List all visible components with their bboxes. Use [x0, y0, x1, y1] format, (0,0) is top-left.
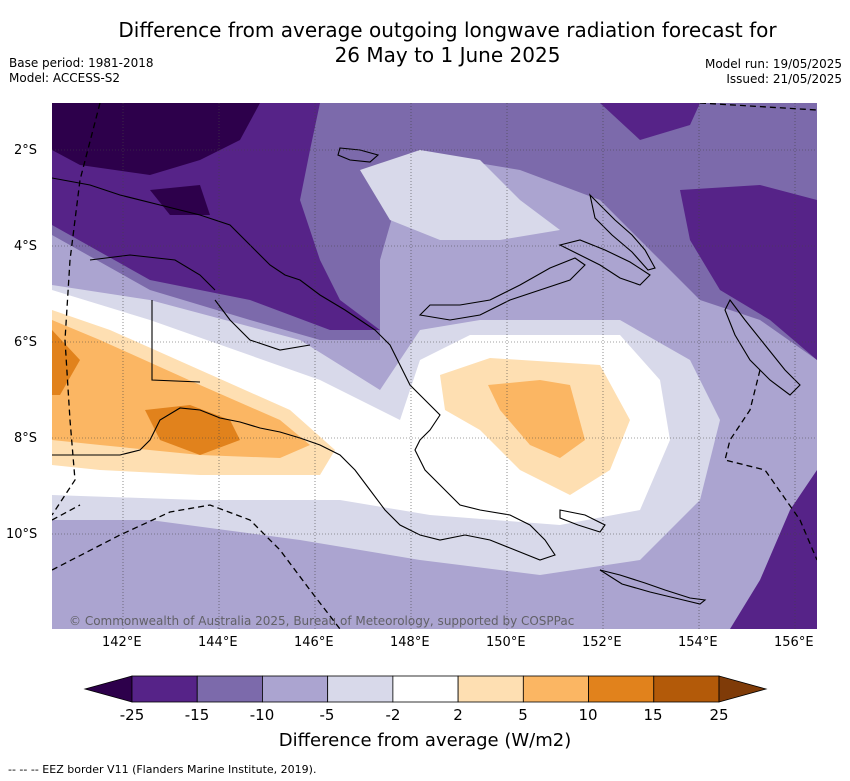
lon-tick: 150°E [486, 635, 526, 650]
manus-coast [337, 147, 380, 163]
colorbar-label: -10 [249, 706, 275, 724]
islands-east [589, 193, 656, 271]
gridlines [52, 103, 817, 629]
lon-tick: 142°E [102, 635, 142, 650]
colorbar-label: 25 [709, 706, 729, 724]
colorbar-cell [392, 675, 459, 703]
band-under [52, 103, 260, 175]
lon-tick: 148°E [390, 635, 430, 650]
lon-tick: 152°E [582, 635, 622, 650]
issued-date: Issued: 21/05/2025 [726, 72, 842, 86]
colorbar-label: -25 [119, 706, 145, 724]
colorbar-cell [131, 675, 198, 703]
colorbar-cell [196, 675, 263, 703]
new-britain-coast [418, 257, 586, 321]
colorbar-label: -5 [319, 706, 335, 724]
title-line-1: Difference from average outgoing longwav… [118, 18, 777, 42]
colorbar-label: -2 [385, 706, 401, 724]
anomaly-field [52, 103, 817, 629]
band-minus10-b [360, 150, 560, 240]
colorbar-over-triangle [718, 675, 768, 703]
colorbar-title: Difference from average (W/m2) [278, 730, 572, 751]
band-plus5-b [488, 380, 585, 458]
band-plus10-b [145, 405, 240, 455]
colorbar-cell [327, 675, 394, 703]
eez-borders [52, 103, 817, 629]
lon-tick: 154°E [678, 635, 718, 650]
new-ireland-coast [558, 239, 651, 286]
eez-east [724, 369, 817, 561]
provincial-border-1 [89, 254, 216, 291]
colorbar-label: 5 [518, 706, 528, 724]
colorbar-cell [522, 675, 589, 703]
new-guinea-coast [52, 177, 556, 561]
lat-tick: 6°S [14, 335, 38, 350]
colorbar-cell [653, 675, 720, 703]
model-name: Model: ACCESS-S2 [9, 71, 121, 85]
band-under-b [150, 185, 210, 215]
colorbar-cells [131, 675, 720, 703]
dentrecasteaux-islands [559, 509, 606, 533]
colorbar-under-triangle [83, 675, 133, 703]
colorbar [83, 675, 768, 703]
title-line-2: 26 May to 1 June 2025 [334, 43, 561, 67]
lon-tick: 146°E [294, 635, 334, 650]
colorbar-label: 15 [643, 706, 663, 724]
provincial-border-3 [214, 299, 311, 351]
colorbar-cell [457, 675, 524, 703]
lat-tick: 10°S [6, 527, 38, 542]
map-title: Difference from average outgoing longwav… [0, 18, 850, 68]
colorbar-label: -15 [184, 706, 210, 724]
eez-west [52, 103, 101, 516]
coastline [52, 147, 801, 605]
lon-tick: 144°E [198, 635, 238, 650]
provincial-border-2 [151, 300, 201, 383]
model-run: Model run: 19/05/2025 [704, 57, 842, 71]
bougainville-coast [724, 298, 801, 396]
lat-tick: 2°S [14, 143, 38, 158]
colorbar-label: 10 [578, 706, 598, 724]
copyright-notice: © Commonwealth of Australia 2025, Bureau… [69, 614, 575, 628]
eez-south [52, 504, 341, 629]
lat-tick: 4°S [14, 239, 38, 254]
louisiade-islands [599, 569, 707, 605]
colorbar-cell [262, 675, 329, 703]
meta-right: Model run: 19/05/2025 Issued: 21/05/2025 [705, 57, 842, 87]
eez-legend-note: -- -- -- EEZ border V11 (Flanders Marine… [8, 763, 317, 776]
colorbar-cell [588, 675, 655, 703]
meta-left: Base period: 1981-2018 Model: ACCESS-S2 [9, 56, 154, 86]
band-minus25-b [600, 103, 700, 140]
eez-south-2 [52, 504, 81, 521]
lon-tick: 156°E [774, 635, 814, 650]
colorbar-label: 2 [453, 706, 463, 724]
band-minus25-c [680, 185, 817, 360]
base-period: Base period: 1981-2018 [9, 56, 154, 70]
lat-tick: 8°S [14, 431, 38, 446]
